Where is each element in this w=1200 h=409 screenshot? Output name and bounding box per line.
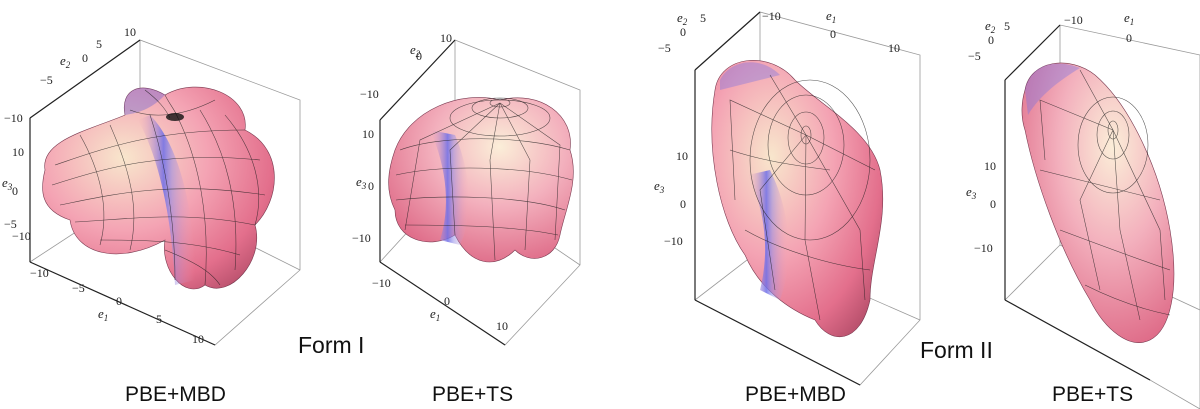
surface-mesh xyxy=(395,97,573,261)
ticks: −10 0 10 e2 10 0 −10 e3 −10 0 10 e1 xyxy=(352,31,508,333)
panel-form2-ts: −5 0 5 e2 −10 0 e1 10 0 −10 e3 PBE+TS xyxy=(966,10,1200,409)
axis-label-e3: e3 xyxy=(966,184,977,201)
ticks: −5 0 5 10 e2 −10 10 0 −5 −10 e3 −10 −5 0… xyxy=(2,25,204,346)
ticks: −5 0 5 e2 −10 0 10 e1 10 0 −10 e3 xyxy=(654,8,900,248)
tick-label: 0 xyxy=(830,27,836,41)
caption-form2-mbd: PBE+MBD xyxy=(745,383,846,406)
tick-label: −10 xyxy=(352,231,371,245)
axis-label-e1: e1 xyxy=(826,8,836,25)
tick-label: −5 xyxy=(72,281,85,295)
tick-label: 10 xyxy=(496,319,508,333)
tick-label: −10 xyxy=(372,276,391,290)
tick-label: −10 xyxy=(762,9,781,23)
tick-label: −5 xyxy=(40,73,53,87)
axis-label-e1: e1 xyxy=(98,306,108,323)
tick-label: −5 xyxy=(968,49,981,63)
tick-label: 0 xyxy=(368,179,374,193)
tick-label: 5 xyxy=(700,11,706,25)
tick-label: 0 xyxy=(12,184,18,198)
tick-label: −5 xyxy=(658,41,671,55)
tick-label: 0 xyxy=(82,51,88,65)
tick-label: 5 xyxy=(156,312,162,326)
tick-label: 10 xyxy=(362,127,374,141)
surface-3d xyxy=(711,60,884,338)
bounding-box xyxy=(1004,24,1200,409)
tick-label: 10 xyxy=(12,145,24,159)
axis-label-e3: e3 xyxy=(2,175,13,192)
bounding-box xyxy=(379,39,581,346)
form-label-1: Form I xyxy=(298,332,364,358)
form-label-2: Form II xyxy=(920,337,993,363)
tick-label: −10 xyxy=(974,241,993,255)
tick-label: −5 xyxy=(4,217,17,231)
tick-label: 0 xyxy=(116,294,122,308)
tick-label: 0 xyxy=(990,197,996,211)
ticks: −5 0 5 e2 −10 0 e1 10 0 −10 e3 xyxy=(966,10,1134,255)
axis-label-e2: e2 xyxy=(985,18,996,35)
tick-label: 0 xyxy=(416,49,422,63)
tick-label: 0 xyxy=(680,25,686,39)
surface-3d xyxy=(388,97,574,263)
tick-label: 5 xyxy=(1004,19,1010,33)
tick-label: 0 xyxy=(988,33,994,47)
tick-label: −10 xyxy=(30,266,49,280)
tick-label: −10 xyxy=(664,234,683,248)
tick-label: −10 xyxy=(1064,13,1083,27)
panel-form2-mbd: −5 0 5 e2 −10 0 10 e1 10 0 −10 e3 PBE+MB… xyxy=(654,8,921,406)
tick-label: 0 xyxy=(1126,31,1132,45)
tick-label: 10 xyxy=(676,149,688,163)
tick-label: 10 xyxy=(888,41,900,55)
axis-label-e3: e3 xyxy=(356,174,367,191)
caption-form1-ts: PBE+TS xyxy=(432,383,513,406)
tick-label: 10 xyxy=(124,25,136,39)
axis-label-e2: e2 xyxy=(60,53,71,70)
axis-label-e1: e1 xyxy=(430,306,440,323)
tick-label: 10 xyxy=(440,31,452,45)
caption-form1-mbd: PBE+MBD xyxy=(125,383,226,406)
caption-form2-ts: PBE+TS xyxy=(1052,383,1133,406)
tick-label: 10 xyxy=(984,159,996,173)
tick-label: −10 xyxy=(4,111,23,125)
axis-label-e2: e2 xyxy=(677,10,688,27)
axis-label-e2: e2 xyxy=(410,42,421,59)
axis-label-e1: e1 xyxy=(1124,10,1134,27)
panel-form1-mbd: −5 0 5 10 e2 −10 10 0 −5 −10 e3 −10 −5 0… xyxy=(2,25,301,406)
surface-3d xyxy=(1021,62,1175,343)
surface-mesh xyxy=(729,74,876,321)
tick-label: 0 xyxy=(444,294,450,308)
tick-label: −10 xyxy=(360,87,379,101)
surface-3d xyxy=(42,86,275,290)
tick-label: 5 xyxy=(96,37,102,51)
panel-form1-ts: −10 0 10 e2 10 0 −10 e3 −10 0 10 e1 PBE+… xyxy=(352,31,581,406)
surface-mesh xyxy=(1039,69,1171,321)
axis-label-e3: e3 xyxy=(654,178,665,195)
tick-label: 10 xyxy=(192,332,204,346)
tick-label: 0 xyxy=(680,197,686,211)
tick-label: −10 xyxy=(12,229,31,243)
